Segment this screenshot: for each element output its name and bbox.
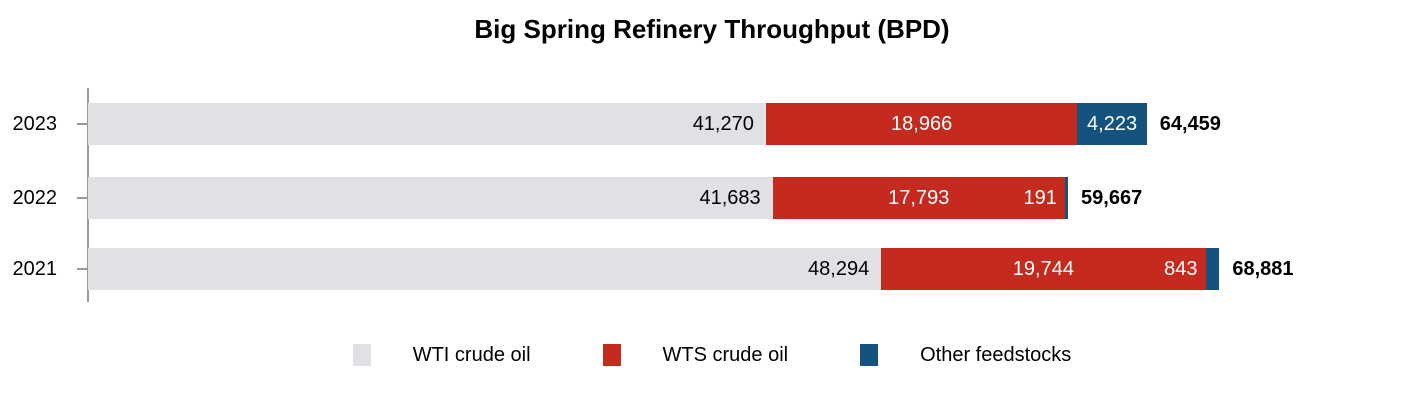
value-label-other-feedstocks: 4,223 <box>1087 113 1138 135</box>
value-label-wti-crude-oil: 41,683 <box>699 187 761 209</box>
total-label: 59,667 <box>1081 187 1143 209</box>
legend-swatch-icon <box>602 344 621 366</box>
axis-tick <box>77 197 88 199</box>
total-label: 68,881 <box>1232 258 1294 280</box>
value-label-wts-crude-oil: 18,966 <box>891 113 953 135</box>
legend-item-wts-crude-oil[interactable]: WTS crude oil <box>602 344 789 366</box>
legend-item-wti-crude-oil[interactable]: WTI crude oil <box>352 344 531 366</box>
legend: WTI crude oil WTS crude oil Other feedst… <box>0 344 1424 366</box>
bar-row: 41,270 18,966 4,223 64,459 <box>88 103 1402 145</box>
total-label: 64,459 <box>1159 113 1221 135</box>
bar-segment-wti-crude-oil <box>88 177 773 219</box>
bar-segment-wts-crude-oil <box>772 177 1065 219</box>
value-label-other-feedstocks: 191 <box>1023 187 1057 209</box>
legend-item-other-feedstocks[interactable]: Other feedstocks <box>860 344 1071 366</box>
bar-segment-other-feedstocks <box>1205 248 1220 290</box>
bar-segment-wts-crude-oil <box>765 103 1078 145</box>
legend-label: WTS crude oil <box>662 344 789 366</box>
bar-segment-wti-crude-oil <box>88 248 882 290</box>
bar-segment-wts-crude-oil <box>881 248 1206 290</box>
bar-segment-wti-crude-oil <box>88 103 766 145</box>
y-axis-label: 2022 <box>12 187 58 209</box>
axis-tick <box>77 268 88 270</box>
bar-row: 41,683 17,793 191 59,667 <box>88 177 1402 219</box>
value-label-other-feedstocks: 843 <box>1164 258 1198 280</box>
axis-tick <box>77 123 88 125</box>
bar-segment-other-feedstocks <box>1064 177 1069 219</box>
y-axis-label: 2021 <box>12 258 58 280</box>
legend-label: Other feedstocks <box>920 344 1072 366</box>
legend-label: WTI crude oil <box>412 344 531 366</box>
legend-swatch-icon <box>860 344 879 366</box>
legend-swatch-icon <box>352 344 371 366</box>
chart-title: Big Spring Refinery Throughput (BPD) <box>474 14 950 44</box>
bar-row: 48,294 19,744 843 68,881 <box>88 248 1402 290</box>
value-label-wts-crude-oil: 19,744 <box>1012 258 1074 280</box>
value-label-wti-crude-oil: 41,270 <box>692 113 754 135</box>
bar-segment-other-feedstocks <box>1077 103 1147 145</box>
value-label-wts-crude-oil: 17,793 <box>888 187 950 209</box>
y-axis-label: 2023 <box>12 113 58 135</box>
value-label-wti-crude-oil: 48,294 <box>808 258 870 280</box>
